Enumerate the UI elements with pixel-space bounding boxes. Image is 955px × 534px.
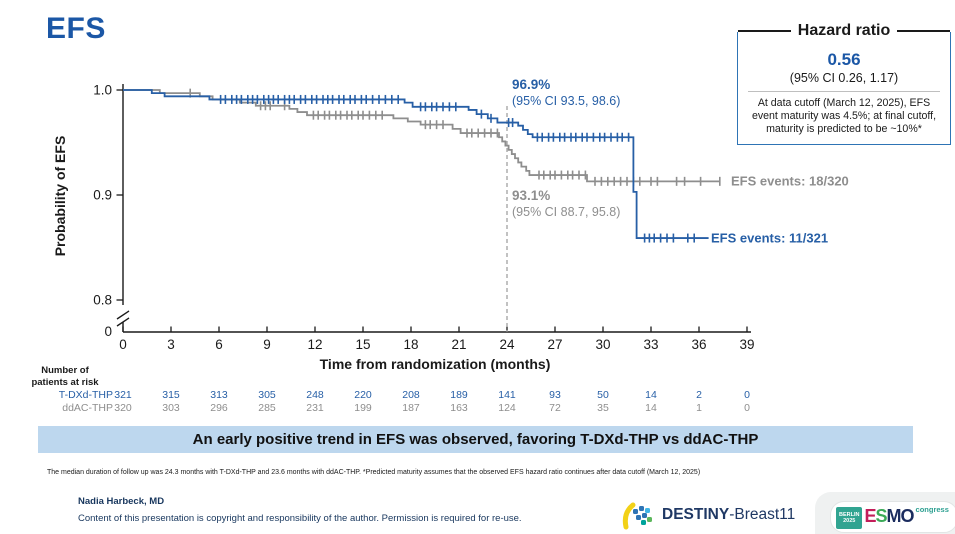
x-tick-label: 3 <box>167 337 175 352</box>
x-tick-label: 33 <box>643 337 658 352</box>
conclusion-banner-text: An early positive trend in EFS was obser… <box>192 431 759 448</box>
x-tick-label: 9 <box>263 337 271 352</box>
esmo-congress-logo: BERLIN 2025 ESMO congress <box>830 501 955 533</box>
hazard-ratio-ci: (95% CI 0.26, 1.17) <box>789 71 899 85</box>
risk-value: 35 <box>597 402 609 414</box>
y-zero-label: 0 <box>104 324 112 339</box>
destiny-fan-icon <box>622 502 652 530</box>
annotation-ddac: 93.1% (95% CI 88.7, 95.8) <box>512 188 620 220</box>
destiny-logo-rest: -Breast11 <box>729 506 796 523</box>
risk-value: 187 <box>402 402 420 414</box>
risk-value: 296 <box>210 402 228 414</box>
tdxd-percent: 96.9% <box>512 77 551 92</box>
tdxd-ci: (95% CI 93.5, 98.6) <box>512 94 621 108</box>
risk-value: 248 <box>306 389 324 401</box>
y-axis-label: Probability of EFS <box>52 135 68 257</box>
risk-value: 1 <box>696 402 702 414</box>
tdxd-events-label: EFS events: 11/321 <box>711 230 829 246</box>
ddac-ci: (95% CI 88.7, 95.8) <box>512 205 621 219</box>
x-axis-label: Time from randomization (months) <box>319 356 551 372</box>
ddac-percent: 93.1% <box>512 188 551 203</box>
annotation-tdxd: 96.9% (95% CI 93.5, 98.6) <box>512 77 620 109</box>
y-tick-label: 1.0 <box>93 83 112 98</box>
hazard-box-divider <box>748 91 940 92</box>
risk-value: 321 <box>114 389 132 401</box>
x-tick-label: 12 <box>307 337 322 352</box>
risk-value: 303 <box>162 402 180 414</box>
km-curve-T-DXd-THP <box>123 89 709 239</box>
ddac-events-label: EFS events: 18/320 <box>731 173 849 189</box>
risk-heading-line2: patients at risk <box>31 377 99 388</box>
risk-value: 14 <box>645 389 657 401</box>
hazard-ratio-heading: Hazard ratio <box>738 22 950 40</box>
x-tick-label: 24 <box>499 337 515 352</box>
risk-value: 199 <box>354 402 372 414</box>
km-curve-ddAC-THP <box>123 89 720 183</box>
risk-value: 14 <box>645 402 657 414</box>
risk-value: 285 <box>258 402 276 414</box>
x-tick-label: 6 <box>215 337 223 352</box>
risk-table-heading: Number of patients at risk <box>16 365 114 389</box>
x-tick-label: 39 <box>739 337 754 352</box>
hazard-box-note: At data cutoff (March 12, 2025), EFS eve… <box>751 97 937 135</box>
legend-rule-right <box>897 30 950 32</box>
km-chart-svg: 0 3 6 9 12 15 18 21 24 27 30 33 36 391.00.90.80 <box>93 83 754 353</box>
hazard-ratio-heading-text: Hazard ratio <box>797 22 891 39</box>
esmo-berlin-badge: BERLIN 2025 <box>836 507 863 529</box>
risk-value: 231 <box>306 402 324 414</box>
conclusion-banner: An early positive trend in EFS was obser… <box>38 426 913 453</box>
esmo-year-text: 2025 <box>843 518 856 524</box>
hazard-ratio-value: 0.56 <box>827 50 861 69</box>
y-axis-break-icon <box>116 310 130 327</box>
y-tick-label: 0.8 <box>93 293 112 308</box>
x-tick-label: 0 <box>119 337 127 352</box>
risk-value: 313 <box>210 389 228 401</box>
risk-value: 208 <box>402 389 420 401</box>
risk-value: 72 <box>549 402 561 414</box>
legend-rule-left <box>738 30 791 32</box>
esmo-congress-text: congress <box>915 505 949 514</box>
esmo-berlin-text: BERLIN <box>839 512 860 518</box>
risk-value: 93 <box>549 389 561 401</box>
risk-value: 0 <box>744 389 750 401</box>
destiny-logo-bold: DESTINY <box>662 506 730 523</box>
copyright-text: Content of this presentation is copyrigh… <box>78 513 522 524</box>
risk-value: 320 <box>114 402 132 414</box>
destiny-breast11-logo: DESTINY-Breast11 <box>620 500 795 530</box>
x-tick-label: 36 <box>691 337 706 352</box>
risk-heading-line1: Number of <box>41 365 89 376</box>
author-name: Nadia Harbeck, MD <box>78 496 165 507</box>
hazard-ratio-box: Hazard ratio 0.56 (95% CI 0.26, 1.17) At… <box>737 22 951 145</box>
esmo-wordmark: ESMO <box>864 506 914 526</box>
risk-row-label-ddAC-THP: ddAC-THP <box>62 402 113 414</box>
risk-value: 163 <box>450 402 468 414</box>
risk-value: 305 <box>258 389 276 401</box>
destiny-logo-text: DESTINY-Breast11 <box>662 506 795 524</box>
risk-value: 220 <box>354 389 372 401</box>
risk-value: 2 <box>696 389 702 401</box>
x-tick-label: 30 <box>595 337 610 352</box>
y-tick-label: 0.9 <box>93 188 112 203</box>
risk-value: 189 <box>450 389 468 401</box>
risk-row-label-T-DXd-THP: T-DXd-THP <box>58 389 113 401</box>
x-tick-label: 15 <box>355 337 370 352</box>
x-tick-label: 18 <box>403 337 418 352</box>
page-title: EFS <box>46 12 106 45</box>
x-tick-label: 27 <box>547 337 562 352</box>
risk-value: 141 <box>498 389 516 401</box>
footnote: The median duration of follow up was 24.… <box>47 469 701 476</box>
x-tick-label: 21 <box>451 337 466 352</box>
risk-value: 50 <box>597 389 609 401</box>
risk-value: 124 <box>498 402 516 414</box>
risk-value: 0 <box>744 402 750 414</box>
risk-value: 315 <box>162 389 180 401</box>
